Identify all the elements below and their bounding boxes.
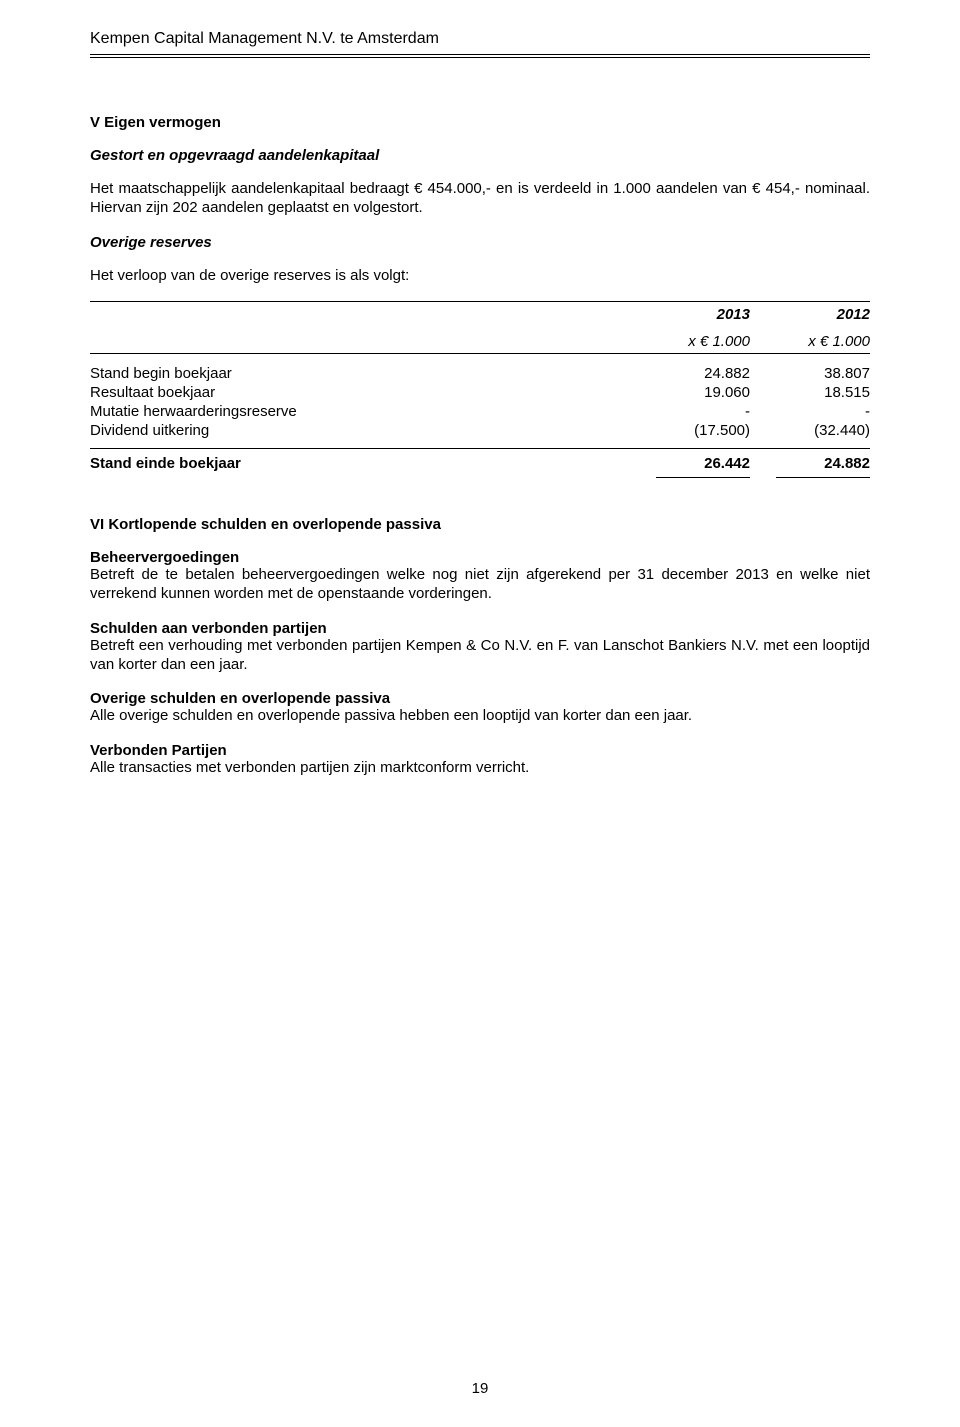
table-row: Mutatie herwaarderingsreserve - - xyxy=(90,402,870,421)
overige-heading: Overige reserves xyxy=(90,234,870,251)
table-year-2: 2012 xyxy=(750,306,870,323)
table-unit-1: x € 1.000 xyxy=(630,333,750,350)
table-cell: - xyxy=(750,403,870,420)
section-5-heading: V Eigen vermogen xyxy=(90,114,870,131)
table-row: Resultaat boekjaar 19.060 18.515 xyxy=(90,383,870,402)
table-cell: (17.500) xyxy=(630,422,750,439)
beheer-heading: Beheervergoedingen xyxy=(90,549,870,566)
table-cell: 18.515 xyxy=(750,384,870,401)
overige-schulden-heading: Overige schulden en overlopende passiva xyxy=(90,690,870,707)
table-cell: 24.882 xyxy=(750,455,870,472)
table-total-row: Stand einde boekjaar 26.442 24.882 xyxy=(90,448,870,472)
table-cell: 19.060 xyxy=(630,384,750,401)
beheer-paragraph: Betreft de te betalen beheervergoedingen… xyxy=(90,566,870,604)
overige-intro: Het verloop van de overige reserves is a… xyxy=(90,267,870,286)
table-row-label: Dividend uitkering xyxy=(90,422,630,439)
gestort-paragraph: Het maatschappelijk aandelenkapitaal bed… xyxy=(90,180,870,218)
schulden-paragraph: Betreft een verhouding met verbonden par… xyxy=(90,637,870,675)
table-cell xyxy=(90,333,630,350)
verbonden-heading: Verbonden Partijen xyxy=(90,742,870,759)
table-cell: 24.882 xyxy=(630,365,750,382)
section-6-heading: VI Kortlopende schulden en overlopende p… xyxy=(90,516,870,533)
reserves-table: 2013 2012 x € 1.000 x € 1.000 Stand begi… xyxy=(90,301,870,472)
table-row: Dividend uitkering (17.500) (32.440) xyxy=(90,421,870,440)
table-cell: 26.442 xyxy=(630,455,750,472)
table-row: Stand begin boekjaar 24.882 38.807 xyxy=(90,364,870,383)
table-unit-row: x € 1.000 x € 1.000 xyxy=(90,333,870,354)
table-unit-2: x € 1.000 xyxy=(750,333,870,350)
table-total-label: Stand einde boekjaar xyxy=(90,455,630,472)
schulden-heading: Schulden aan verbonden partijen xyxy=(90,620,870,637)
page-header-company: Kempen Capital Management N.V. te Amster… xyxy=(90,30,870,55)
verbonden-paragraph: Alle transacties met verbonden partijen … xyxy=(90,759,870,778)
table-row-label: Resultaat boekjaar xyxy=(90,384,630,401)
table-cell: (32.440) xyxy=(750,422,870,439)
table-row-label: Mutatie herwaarderingsreserve xyxy=(90,403,630,420)
table-row-label: Stand begin boekjaar xyxy=(90,365,630,382)
header-underline xyxy=(90,57,870,58)
table-year-1: 2013 xyxy=(630,306,750,323)
overige-schulden-paragraph: Alle overige schulden en overlopende pas… xyxy=(90,707,870,726)
page-number: 19 xyxy=(0,1380,960,1397)
table-cell xyxy=(90,306,630,323)
gestort-heading: Gestort en opgevraagd aandelenkapitaal xyxy=(90,147,870,164)
table-cell: 38.807 xyxy=(750,365,870,382)
table-year-row: 2013 2012 xyxy=(90,301,870,333)
table-cell: - xyxy=(630,403,750,420)
